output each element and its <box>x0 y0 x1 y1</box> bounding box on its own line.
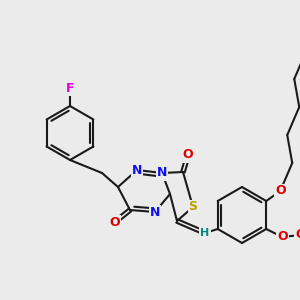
Text: O: O <box>275 184 286 197</box>
Text: F: F <box>66 82 74 94</box>
Text: H: H <box>200 228 210 238</box>
Text: O: O <box>277 230 288 244</box>
Text: N: N <box>150 206 160 218</box>
Text: N: N <box>132 164 142 176</box>
Text: O: O <box>183 148 193 161</box>
Text: O: O <box>110 215 120 229</box>
Text: N: N <box>157 167 167 179</box>
Text: O: O <box>295 229 300 242</box>
Text: S: S <box>188 200 197 214</box>
